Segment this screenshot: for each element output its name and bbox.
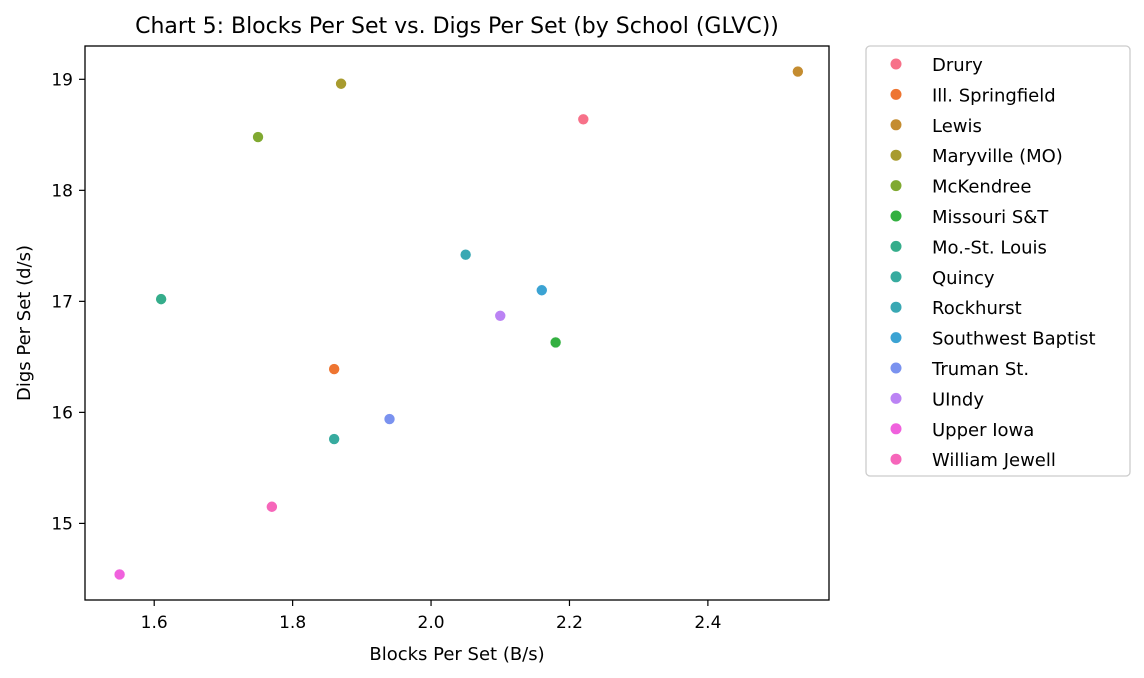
data-point [328, 363, 340, 375]
y-axis-label: Digs Per Set (d/s) [14, 245, 35, 401]
legend-label: Rockhurst [932, 298, 1022, 319]
legend-marker [890, 180, 902, 192]
legend-marker [890, 362, 902, 374]
y-tick-label: 17 [51, 292, 73, 312]
y-tick-label: 19 [51, 70, 73, 90]
legend-marker [890, 392, 902, 404]
data-point [328, 433, 340, 445]
data-point [459, 248, 472, 261]
data-point [266, 500, 278, 513]
x-axis: 1.6 1.8 2.0 2.2 2.4 [141, 600, 721, 633]
data-point [113, 568, 126, 581]
legend-marker [890, 210, 902, 222]
x-tick-label: 2.2 [556, 613, 583, 633]
legend-label: Missouri S&T [932, 207, 1049, 228]
legend-label: Mo.-St. Louis [932, 237, 1047, 258]
legend-label: McKendree [932, 177, 1031, 198]
legend: Drury Ill. Springfield Lewis Maryville (MO)… [865, 45, 1131, 477]
x-tick-label: 1.8 [279, 613, 306, 633]
legend-marker [890, 453, 902, 465]
legend-marker [890, 240, 902, 252]
data-point [549, 336, 562, 349]
legend-label: UIndy [932, 389, 984, 410]
y-axis: 15 16 17 18 19 [51, 70, 85, 534]
data-point [155, 293, 167, 305]
legend-marker [890, 149, 902, 161]
legend-label: Upper Iowa [932, 420, 1034, 441]
legend-marker [890, 332, 902, 344]
data-point [577, 113, 590, 126]
data-point [383, 413, 396, 425]
legend-frame [865, 45, 1131, 477]
legend-label: Southwest Baptist [932, 329, 1096, 350]
data-point [335, 77, 347, 90]
y-tick-label: 16 [51, 403, 73, 423]
legend-marker [890, 271, 902, 283]
legend-marker [890, 88, 902, 100]
points-layer [113, 65, 804, 581]
plot-frame [84, 45, 830, 601]
legend-label: William Jewell [932, 450, 1056, 471]
legend-marker [890, 119, 902, 131]
legend-label: Maryville (MO) [932, 146, 1063, 167]
legend-label: Truman St. [931, 359, 1029, 380]
data-point [792, 65, 804, 78]
data-point [252, 131, 264, 143]
data-point [535, 284, 548, 297]
y-tick-label: 15 [51, 514, 73, 534]
legend-marker [890, 301, 902, 313]
legend-marker [890, 423, 902, 435]
legend-label: Drury [932, 55, 983, 76]
x-axis-label: Blocks Per Set (B/s) [369, 644, 544, 665]
x-tick-label: 2.4 [694, 613, 721, 633]
legend-marker [890, 58, 902, 70]
chart-title: Chart 5: Blocks Per Set vs. Digs Per Set… [135, 14, 779, 39]
legend-label: Lewis [932, 116, 982, 137]
data-point [494, 309, 507, 322]
x-tick-label: 2.0 [418, 613, 445, 633]
y-tick-label: 18 [51, 181, 73, 201]
x-tick-label: 1.6 [141, 613, 168, 633]
legend-label: Quincy [932, 268, 995, 289]
legend-label: Ill. Springfield [932, 85, 1056, 106]
